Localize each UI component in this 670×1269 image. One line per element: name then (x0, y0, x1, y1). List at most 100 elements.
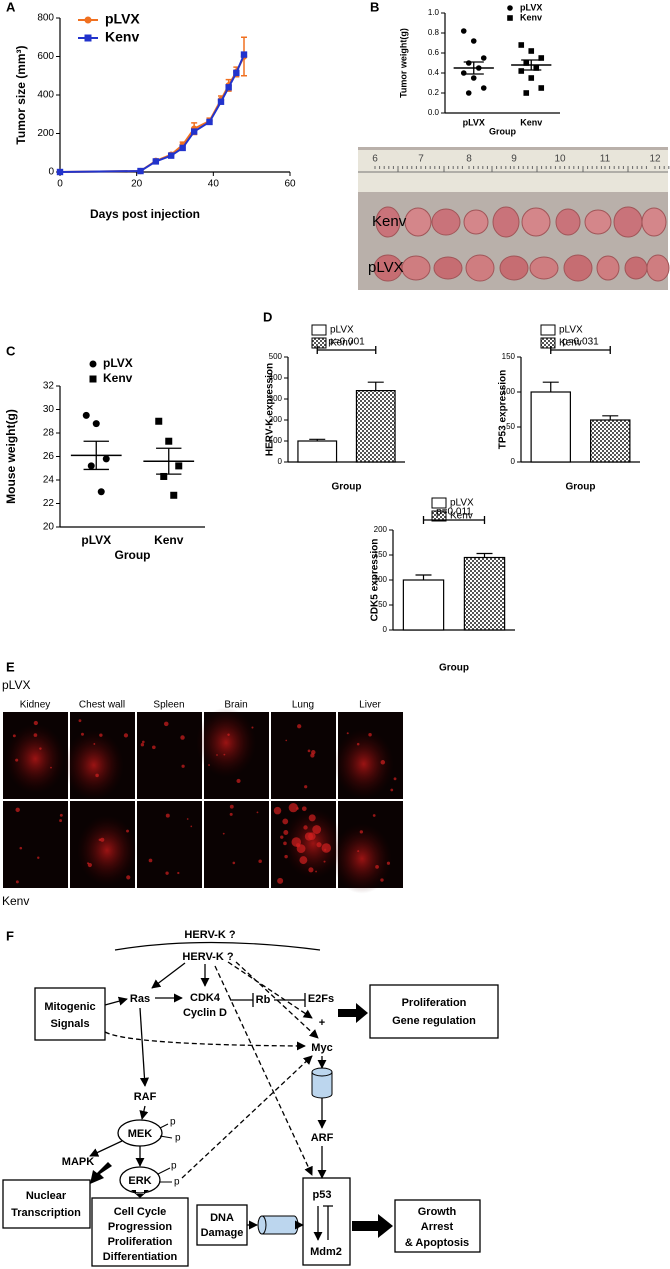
x-tick-label: Kenv (154, 533, 184, 547)
signal-dot (288, 803, 298, 813)
point (190, 128, 198, 135)
legend-marker (507, 5, 513, 11)
node-label: p53 (313, 1189, 332, 1201)
photo-row-label: Kenv (372, 213, 407, 230)
node-label: Rb (256, 994, 271, 1006)
fluorescence-image (204, 801, 269, 888)
y-tick-label: 0.8 (428, 28, 440, 37)
node-label: p (171, 1161, 177, 1172)
signal-dot (100, 837, 105, 842)
series-line (59, 56, 245, 173)
series-line (59, 54, 245, 173)
node-label: Mitogenic (44, 1001, 95, 1013)
signal (331, 823, 392, 894)
point (87, 462, 95, 470)
legend-marker (507, 15, 513, 21)
point (518, 42, 525, 48)
point (102, 455, 110, 463)
node-label: Gene regulation (392, 1015, 476, 1027)
signal-dot (307, 749, 311, 753)
signal-dot (308, 867, 314, 873)
tumor (584, 209, 612, 235)
y-tick-label: 26 (43, 451, 55, 462)
y-tick-label: 100 (502, 387, 516, 396)
ruler-number: 6 (372, 154, 378, 165)
tumor-photo: 6 7 8 9 10 11 12 (358, 147, 670, 290)
legend-label: pLVX (520, 2, 542, 12)
signal (283, 808, 344, 879)
x-tick-label: 60 (284, 179, 296, 190)
signal-dot (165, 813, 170, 818)
tumor (465, 254, 495, 282)
point (538, 55, 545, 61)
legend-swatch (311, 337, 327, 349)
y-tick-label: 0.4 (428, 68, 440, 77)
node-label: RAF (134, 1091, 157, 1103)
tumor (613, 206, 643, 238)
signal-dot (223, 753, 226, 756)
y-tick-label: 0 (48, 167, 54, 178)
node-label: Growth (418, 1206, 457, 1218)
p-value: p=0.001 (328, 337, 365, 348)
legend-label: Kenv (103, 371, 133, 385)
sem-bar (83, 440, 109, 471)
ruler-number: 10 (554, 154, 566, 165)
node-label: + (319, 1017, 325, 1029)
fluorescence-image (271, 712, 336, 799)
panel-letter: A (6, 0, 16, 14)
signal-dot (190, 825, 193, 828)
signal-dot (316, 842, 322, 848)
legend-label: Kenv (105, 29, 139, 45)
p-value: p=0.031 (562, 337, 599, 348)
signal-dot (251, 726, 254, 729)
y-tick-label: 0.6 (428, 48, 440, 57)
x-tick-label: 40 (208, 179, 220, 190)
signal-dot (312, 825, 322, 834)
fluorescence-image (137, 712, 202, 799)
signal-dot (232, 861, 236, 865)
signal-dot (285, 739, 288, 742)
node-label: Nuclear (26, 1190, 67, 1202)
point (92, 420, 100, 428)
node-label: Proliferation (108, 1236, 173, 1248)
signal-dot (208, 764, 210, 766)
y-tick-label: 800 (37, 13, 54, 24)
signal-dot (33, 733, 38, 737)
node-label: Cell Cycle (114, 1206, 167, 1218)
point (240, 51, 248, 58)
y-tick-label: 30 (43, 404, 55, 415)
y-tick-label: 50 (506, 422, 515, 431)
bar (590, 419, 631, 463)
tumor (492, 206, 520, 238)
bar (530, 391, 571, 463)
y-tick-label: 150 (502, 352, 516, 361)
tumor (404, 207, 432, 237)
point (460, 70, 467, 76)
ruler-number: 9 (511, 154, 517, 165)
signal-dot (123, 733, 129, 738)
signal-dot (283, 830, 289, 835)
node-label: CDK4 (190, 992, 221, 1004)
x-tick-label: pLVX (463, 117, 485, 127)
signal-dot (163, 721, 169, 727)
signal-dot (19, 846, 23, 850)
organ-label: Spleen (153, 700, 184, 711)
y-tick-label: 400 (269, 373, 283, 382)
signal-dot (81, 732, 84, 736)
point (165, 437, 173, 445)
signal-dot (256, 811, 259, 814)
node-label: Transcription (11, 1207, 81, 1219)
signal-dot (311, 750, 316, 755)
fluorescence-image (3, 801, 68, 888)
fluorescence-image (137, 801, 202, 888)
y-tick-label: 0 (278, 457, 283, 466)
point (523, 90, 530, 96)
organ-label: Kidney (20, 700, 51, 711)
signal-dot (148, 858, 153, 863)
panel-letter: F (6, 928, 14, 943)
point (206, 118, 213, 126)
panel-letter: E (6, 659, 15, 674)
error-bar (415, 574, 432, 580)
signal-dot (282, 818, 289, 825)
signal-dot (165, 871, 169, 875)
